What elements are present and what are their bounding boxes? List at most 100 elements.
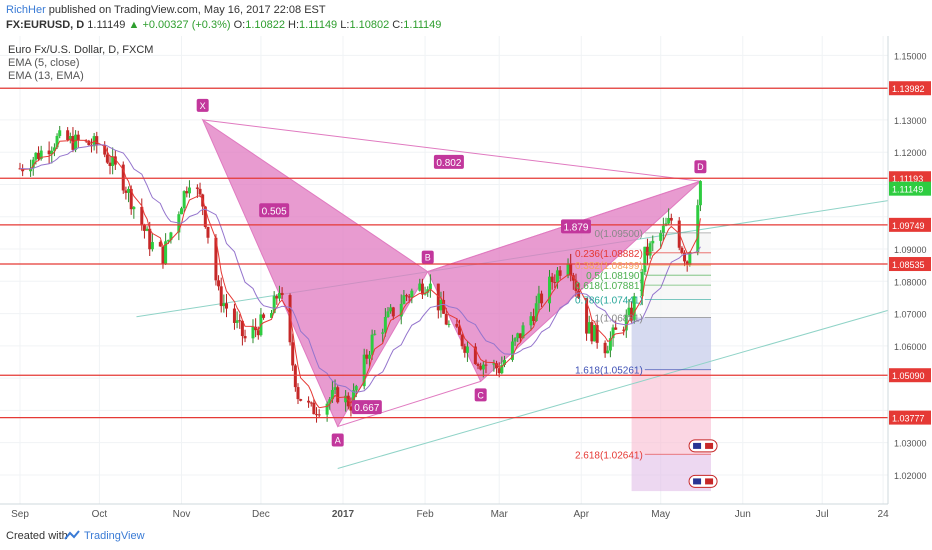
x-tick-label: Mar [491, 509, 509, 520]
candle-body [145, 228, 149, 231]
legend-ema5: EMA (5, close) [8, 57, 80, 69]
level-price-tag [889, 368, 931, 383]
fib-level-label: 0.5(1.08190) [586, 271, 643, 282]
candle-body [346, 395, 350, 407]
candle-body [140, 206, 144, 226]
candle-body [74, 134, 78, 150]
close-value: 1.11149 [403, 19, 442, 31]
created-with-text: Created with [6, 530, 68, 542]
candle-body [111, 156, 115, 166]
publish-line: RichHer published on TradingView.com, Ma… [6, 4, 326, 16]
candle-body [76, 134, 80, 141]
candle-body [389, 307, 393, 312]
flag-part [693, 442, 702, 449]
ema13-line [19, 144, 701, 393]
candle-body [52, 147, 56, 151]
candle-body [569, 263, 573, 276]
candle-body [510, 341, 514, 360]
candle-body [317, 414, 321, 416]
candle-body [105, 154, 109, 163]
pattern-point-tag [331, 433, 344, 447]
candle-body [540, 293, 544, 304]
candle-body [336, 387, 340, 403]
candle-body [553, 282, 557, 284]
author-link[interactable]: RichHer [6, 4, 46, 16]
candle-body [222, 303, 226, 307]
candle-body [503, 359, 506, 365]
candle-body [180, 208, 183, 215]
candle-body [481, 364, 485, 370]
candle-body [444, 313, 448, 325]
candle-body [608, 338, 612, 351]
candle-body [391, 307, 395, 317]
candle-body [603, 342, 607, 354]
candle-body [238, 320, 242, 322]
level-price-label: 1.13982 [892, 84, 925, 94]
candle-body [558, 270, 562, 276]
x-tick-label: Dec [252, 509, 270, 520]
ratio-label: 0.667 [354, 403, 379, 414]
candle-body [169, 232, 173, 241]
candle-body [315, 414, 319, 416]
open-value: 1.10822 [245, 19, 285, 31]
candle-body [688, 252, 692, 266]
candle-body [555, 270, 559, 283]
level-price-label: 1.11193 [892, 174, 923, 184]
candle-body [614, 327, 618, 330]
candle-body [696, 205, 700, 253]
candle-body [232, 308, 236, 323]
flag-part [693, 478, 702, 485]
symbol-label[interactable]: FX:EURUSD, D [6, 19, 85, 31]
candle-body [198, 188, 202, 195]
y-tick-label: 1.09000 [894, 245, 927, 255]
pattern-point-label: X [200, 101, 206, 111]
candle-body [187, 187, 191, 194]
candle-body [521, 325, 525, 339]
fib-level-label: 0.618(1.07881) [575, 281, 643, 292]
candle-body [161, 246, 165, 264]
tradingview-link[interactable]: TradingView [84, 530, 145, 542]
y-tick-label: 1.06000 [894, 342, 927, 352]
candle-body [593, 325, 597, 342]
level-price-label: 1.03777 [892, 414, 925, 424]
legend-ema13: EMA (13, EMA) [8, 70, 84, 82]
candle-body [349, 406, 353, 411]
candle-body [680, 247, 684, 253]
candle-body [243, 336, 247, 339]
y-tick-label: 1.07000 [894, 310, 927, 320]
pattern-point-label: C [477, 390, 484, 400]
pattern-labels: X A B C D 0.505 0.667 1.879 0.802 [196, 98, 707, 447]
candle-body [645, 246, 649, 256]
candle-body [442, 299, 446, 314]
fib-labels: 0(1.09500)0.236(1.08882)0.382(1.08499)0.… [575, 229, 712, 461]
ratio-label: 0.505 [262, 206, 287, 217]
open-label: O: [233, 19, 246, 31]
candle-body [288, 295, 292, 343]
y-tick-label: 1.08000 [894, 277, 927, 287]
price-change: +0.00327 (+0.3%) [142, 19, 231, 31]
candle-body [309, 402, 313, 404]
candle-body [328, 399, 332, 404]
pattern-ac-line [337, 380, 481, 428]
publish-info: published on TradingView.com, May 16, 20… [48, 4, 326, 16]
candle-body [661, 225, 665, 233]
x-tick-label: Jun [735, 509, 751, 520]
candle-body [465, 346, 469, 353]
candle-body [280, 292, 284, 296]
horizontal-levels: 1.13982 1.11193 1.09749 1.08535 1.05090 1.037… [0, 81, 931, 425]
candle-body [473, 346, 477, 365]
candle-body [428, 283, 432, 290]
candle-body [370, 334, 374, 355]
pattern-point-tag [421, 250, 434, 264]
candle-body [256, 330, 260, 336]
price-chart[interactable]: 1.13982 1.11193 1.09749 1.08535 1.05090 1.037… [0, 36, 932, 522]
candle-body [632, 296, 636, 320]
candle-body [463, 346, 467, 353]
x-tick-label: 24 [878, 509, 890, 520]
ema-lines [19, 138, 701, 409]
candle-body [127, 188, 131, 193]
fib-level-label: 2.618(1.02641) [575, 450, 643, 461]
candle-body [39, 150, 43, 159]
candle-body [402, 295, 406, 304]
candle-body [534, 303, 538, 321]
